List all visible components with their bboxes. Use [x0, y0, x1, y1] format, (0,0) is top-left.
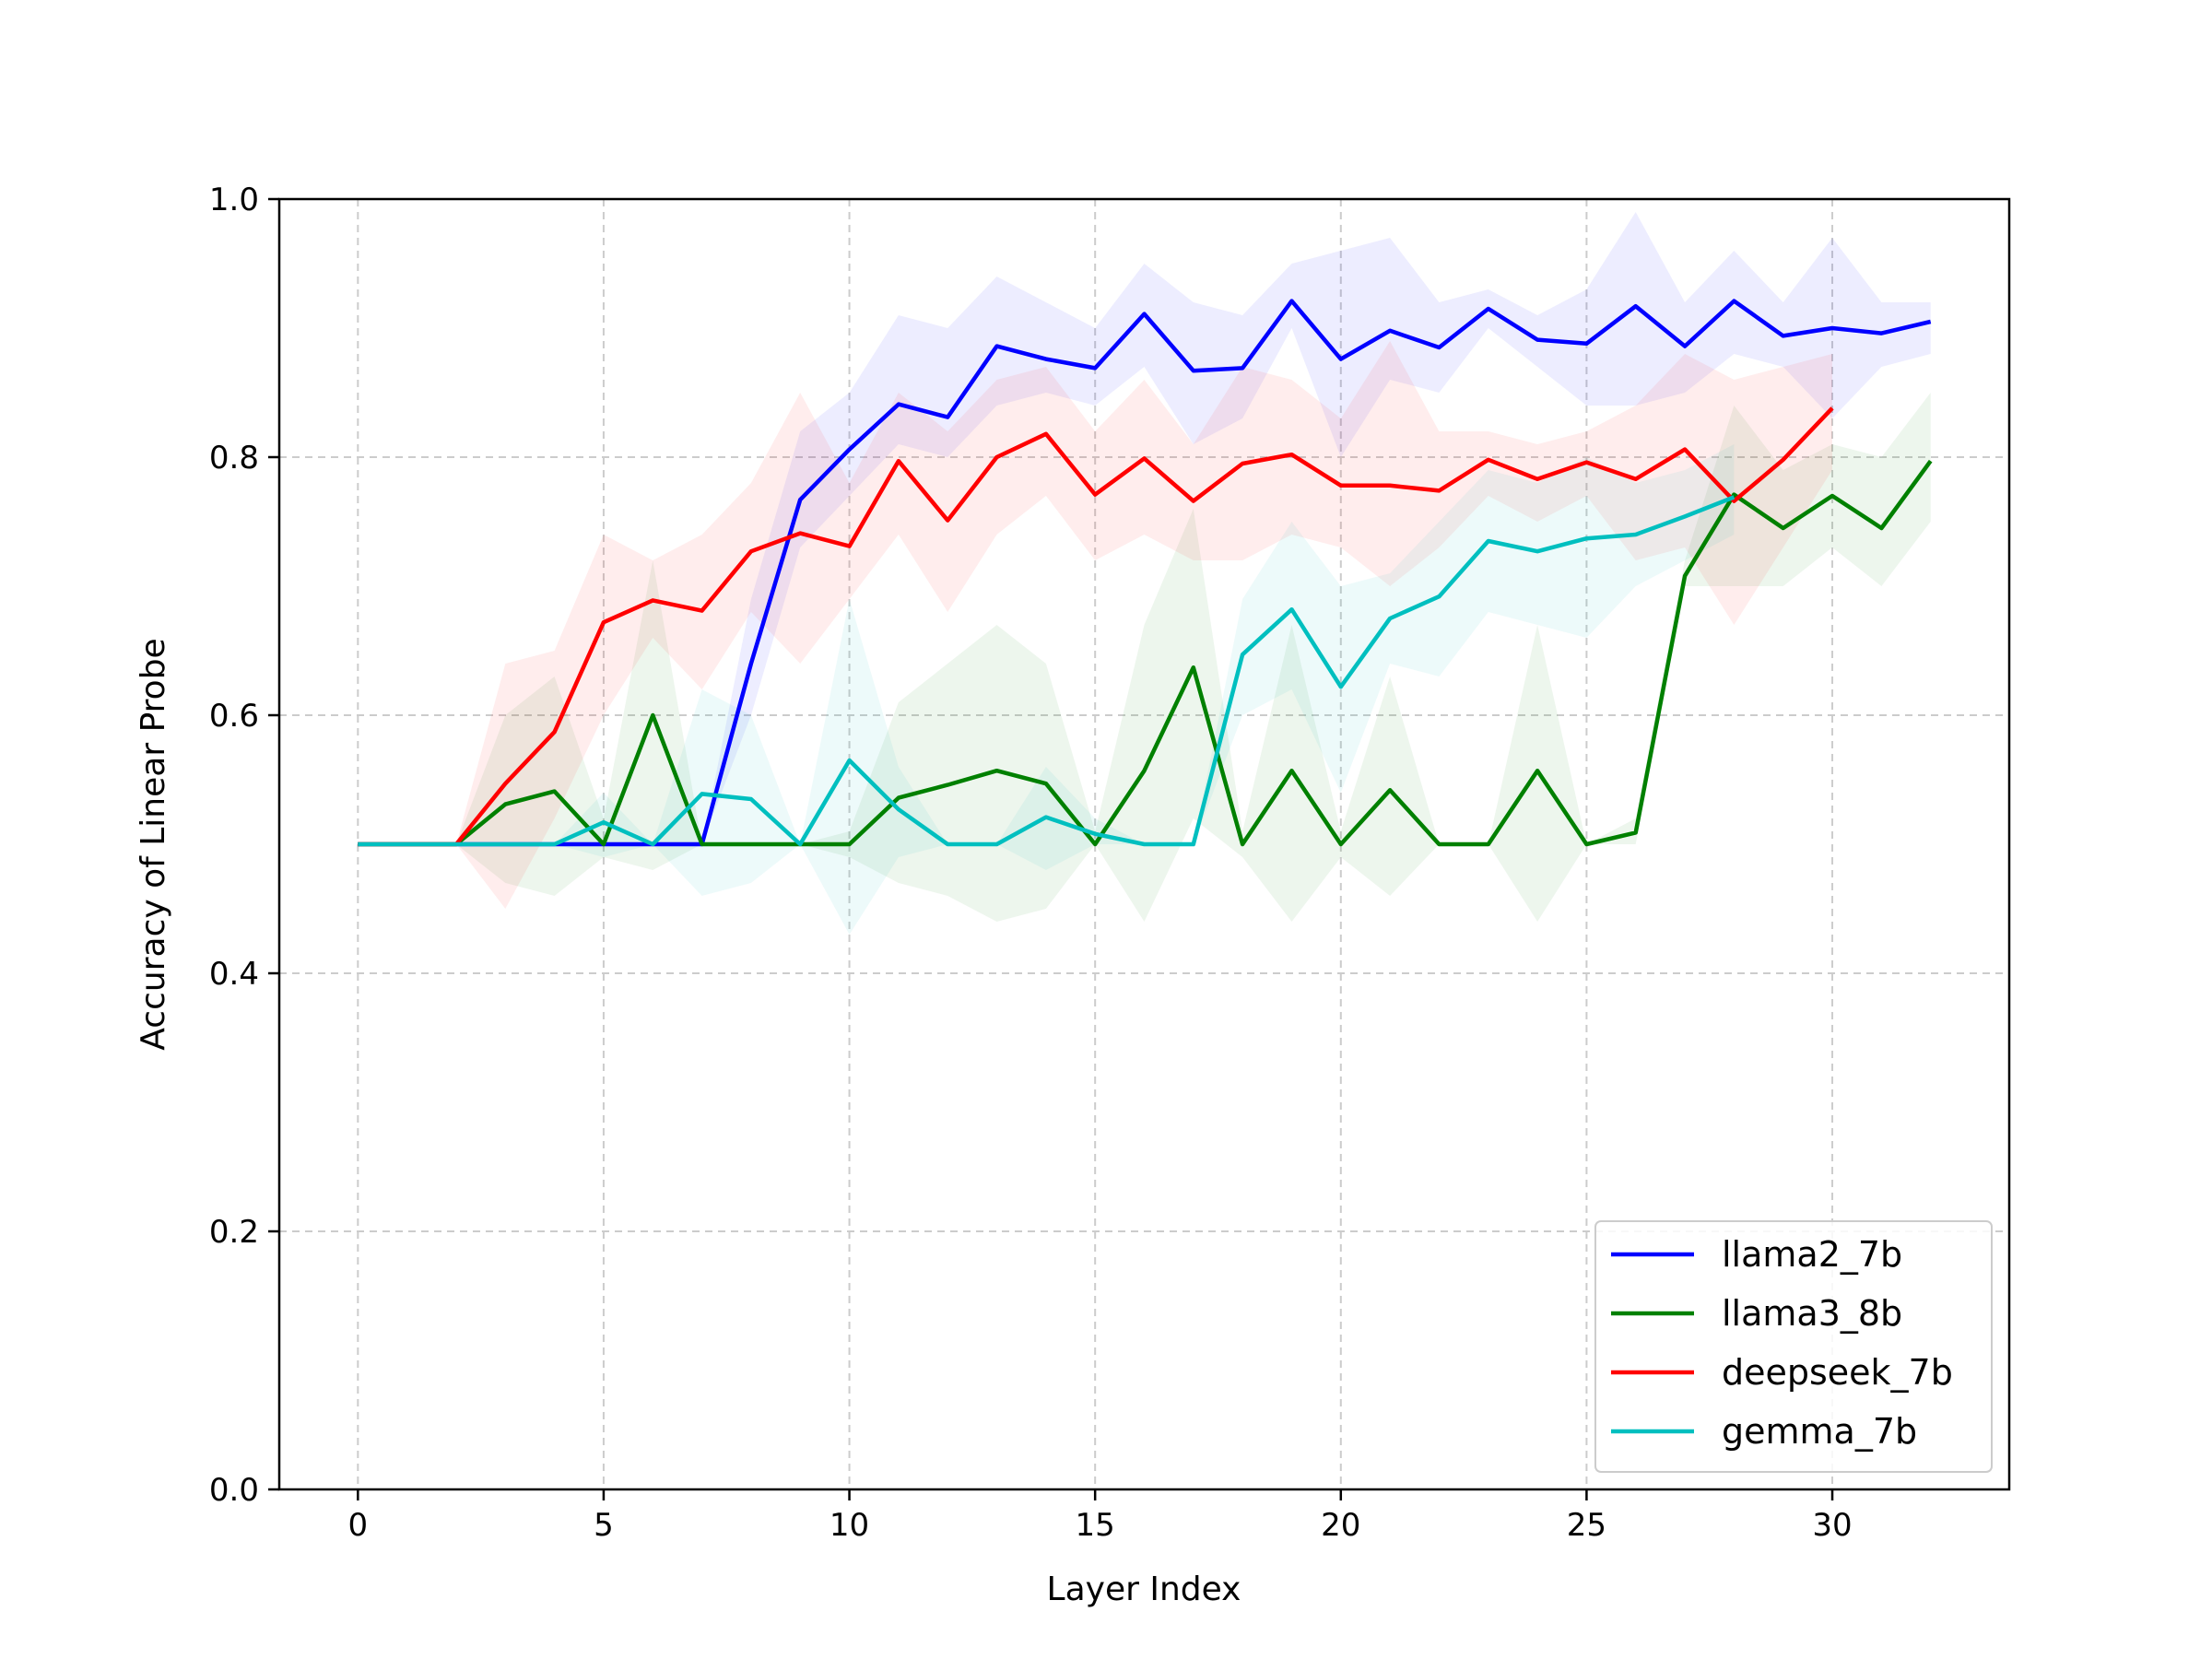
y-tick-label: 0.2 [209, 1214, 259, 1251]
y-tick-label: 0.6 [209, 698, 259, 735]
series-band-gemma_7b [358, 444, 1735, 935]
x-axis-label: Layer Index [1047, 1571, 1241, 1608]
y-axis-ticks: 0.0 0.2 0.4 0.6 0.8 1.0 [209, 182, 279, 1509]
y-tick-label: 1.0 [209, 182, 259, 218]
plot-frame [277, 197, 2011, 1491]
series-lines [358, 299, 1933, 847]
y-tick-label: 0.4 [209, 956, 259, 993]
legend-frame [1594, 1220, 1993, 1473]
series-line-llama2_7b [358, 299, 1932, 847]
x-tick-label: 5 [594, 1507, 614, 1544]
legend-label: llama2_7b [1722, 1234, 1902, 1275]
x-tick-label: 0 [347, 1507, 368, 1544]
legend-item-gemma_7b: gemma_7b [1611, 1411, 1917, 1452]
legend-item-deepseek_7b: deepseek_7b [1611, 1352, 1953, 1393]
series-line-deepseek_7b [358, 406, 1834, 847]
legend-item-llama3_8b: llama3_8b [1611, 1293, 1902, 1334]
legend: llama2_7b llama3_8b deepseek_7b gemma_7b [1594, 1220, 1993, 1473]
legend-label: deepseek_7b [1722, 1352, 1953, 1393]
x-tick-label: 30 [1812, 1507, 1852, 1544]
x-axis-ticks: 0 5 10 15 20 25 30 [347, 1489, 1853, 1544]
series-line-gemma_7b [358, 495, 1735, 847]
series-line-llama3_8b [358, 459, 1933, 847]
x-tick-label: 25 [1567, 1507, 1606, 1544]
y-tick-label: 0.8 [209, 440, 259, 477]
legend-label: llama3_8b [1722, 1293, 1902, 1334]
series-band-llama3_8b [358, 393, 1931, 922]
x-tick-label: 15 [1076, 1507, 1115, 1544]
y-tick-label: 0.0 [209, 1472, 259, 1509]
series-band-llama2_7b [358, 212, 1931, 844]
x-tick-label: 20 [1321, 1507, 1360, 1544]
legend-items: llama2_7b llama3_8b deepseek_7b gemma_7b [1611, 1234, 1953, 1452]
series-band-deepseek_7b [358, 341, 1832, 909]
confidence-bands [358, 212, 1931, 935]
y-axis-label: Accuracy of Linear Probe [135, 638, 172, 1050]
x-tick-label: 10 [830, 1507, 869, 1544]
legend-label: gemma_7b [1722, 1411, 1917, 1452]
legend-item-llama2_7b: llama2_7b [1611, 1234, 1902, 1275]
